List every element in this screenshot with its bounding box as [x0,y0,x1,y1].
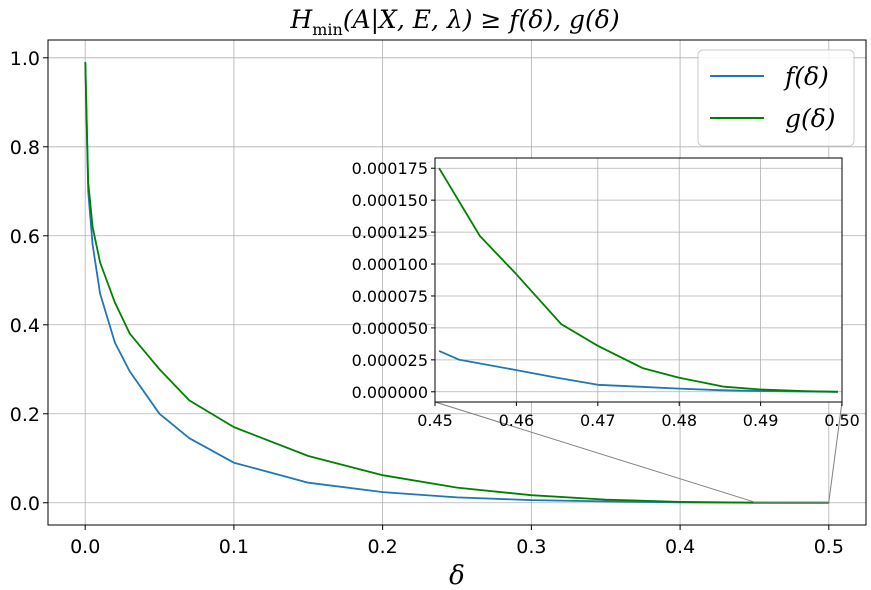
inset-axis-ticks: 0.45 0.46 0.47 0.48 0.49 0.50 0.000000 0.000025… [352,159,860,430]
x-axis-label: δ [449,561,465,590]
chart-title: Hmin(A|X, E, λ) ≥ f(δ), g(δ) [289,5,619,39]
x-tick-label: 0.4 [665,536,695,558]
title-h: H [289,5,313,34]
legend-box [697,49,855,147]
title-rest: (A|X, E, λ) ≥ f(δ), g(δ) [343,5,620,35]
x-tick-label: 0.5 [814,536,844,558]
y-tick-label: 0.2 [10,404,40,426]
y-tick-label: 0.0 [10,493,40,515]
title-subscript: min [312,20,343,39]
inset-x-tick-label: 0.50 [824,411,860,430]
inset-x-tick-label: 0.48 [661,411,697,430]
main-axis-ticks: 0.0 0.1 0.2 0.3 0.4 0.5 0.0 0.2 0.4 0.6 0.8 1.0 [10,48,844,558]
inset-series-lines [438,167,838,393]
series-line [84,62,829,504]
inset-x-tick-label: 0.45 [417,411,453,430]
inset-background [435,158,842,402]
inset-zoom-plot: 0.45 0.46 0.47 0.48 0.49 0.50 0.000000 0.000025… [352,157,860,430]
legend-label: g(δ) [785,104,836,133]
x-tick-label: 0.0 [70,536,100,558]
inset-series-line [438,350,838,393]
legend-label: f(δ) [783,62,829,91]
zoom-indicator-box [753,501,830,504]
inset-series-line [438,167,838,393]
main-plot-frame [47,39,867,526]
inset-y-tick-label: 0.000175 [352,159,428,178]
connector-line [828,401,843,503]
inset-x-tick-label: 0.49 [743,411,779,430]
inset-x-tick-label: 0.46 [499,411,535,430]
inset-y-tick-label: 0.000050 [352,319,428,338]
y-tick-label: 1.0 [10,48,40,70]
inset-y-tick-label: 0.000025 [352,351,428,370]
inset-frame [434,157,843,403]
x-tick-label: 0.1 [219,536,249,558]
y-tick-label: 0.6 [10,226,40,248]
x-tick-label: 0.3 [516,536,546,558]
inset-y-tick-label: 0.000125 [352,223,428,242]
inset-y-tick-label: 0.000100 [352,255,428,274]
series-line [84,62,829,504]
main-series-lines [84,62,829,504]
y-tick-label: 0.4 [10,315,40,337]
inset-connector-lines [434,401,843,504]
x-tick-label: 0.2 [368,536,398,558]
inset-y-tick-label: 0.000000 [352,383,428,402]
inset-x-tick-label: 0.47 [580,411,616,430]
inset-y-tick-label: 0.000075 [352,287,428,306]
legend: f(δ) g(δ) [697,49,855,147]
connector-line [434,401,755,503]
inset-y-tick-label: 0.000150 [352,191,428,210]
y-tick-label: 0.8 [10,137,40,159]
